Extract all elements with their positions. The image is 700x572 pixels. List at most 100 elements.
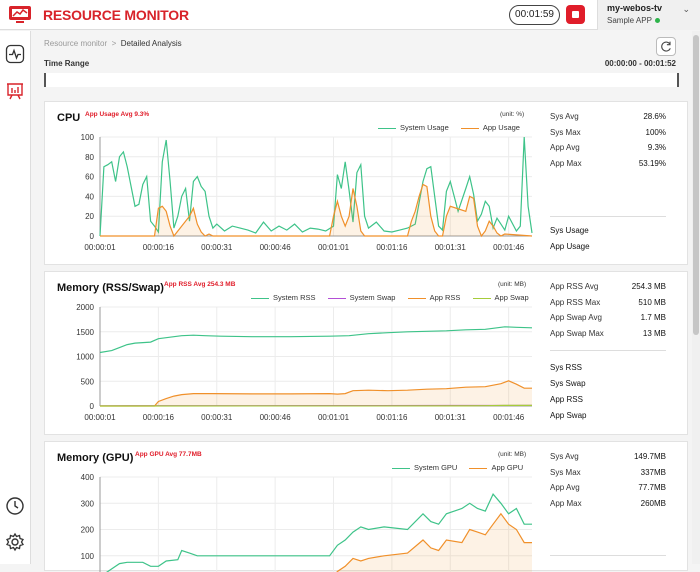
scrollbar-thumb[interactable] (693, 35, 699, 335)
series-toggle[interactable]: App Swap (550, 411, 586, 420)
time-range-value: 00:00:00 - 00:01:52 (605, 59, 676, 68)
top-bar: RESOURCE MONITOR 00:01:59 my-webos-tv Sa… (0, 0, 700, 30)
main-content: Resource monitor > Detailed Analysis Tim… (32, 31, 692, 564)
memory-rss-panel: Memory (RSS/Swap) App RSS Avg 254.3 MB (… (44, 271, 688, 435)
x-tick-label: 00:00:31 (201, 413, 233, 422)
legend-item[interactable]: System Swap (328, 293, 396, 302)
y-tick-label: 400 (81, 473, 95, 482)
legend-item[interactable]: App GPU (469, 463, 523, 472)
legend-item[interactable]: System GPU (392, 463, 457, 472)
x-tick-label: 00:01:31 (435, 243, 467, 252)
stat-key: Sys Max (550, 468, 581, 477)
y-tick-label: 1000 (76, 353, 94, 362)
unit-label: (unit: MB) (498, 451, 526, 458)
settings-gear-icon[interactable] (5, 532, 25, 552)
divider (550, 350, 666, 351)
x-tick-label: 00:00:01 (84, 413, 116, 422)
x-tick-label: 00:00:46 (260, 413, 292, 422)
stat-value: 28.6% (643, 112, 666, 121)
unit-label: (unit: MB) (498, 281, 526, 288)
stat-value: 260MB (641, 499, 666, 508)
stop-record-button[interactable] (566, 5, 585, 24)
x-tick-label: 00:01:46 (493, 413, 525, 422)
legend-label: System GPU (414, 463, 457, 472)
stat-value: 13 MB (643, 329, 666, 338)
presentation-chart-icon[interactable] (5, 81, 25, 101)
device-selector[interactable]: my-webos-tv Sample APP ⌄ (597, 0, 700, 30)
stat-value: 149.7MB (634, 452, 666, 461)
app-average-label: App Usage Avg 9.3% (85, 111, 149, 118)
divider (550, 555, 666, 556)
x-tick-label: 00:00:01 (84, 243, 116, 252)
series-toggle[interactable]: App RSS (550, 395, 583, 404)
stat-value: 77.7MB (638, 483, 666, 492)
stat-value: 53.19% (639, 159, 666, 168)
legend-item[interactable]: System RSS (251, 293, 316, 302)
series-toggle[interactable]: App Usage (550, 242, 590, 251)
legend-item[interactable]: System Usage (378, 123, 449, 132)
breadcrumb-separator: > (112, 39, 117, 48)
chevron-down-icon: ⌄ (682, 4, 690, 15)
y-tick-label: 20 (85, 212, 94, 221)
x-tick-label: 00:01:01 (318, 413, 350, 422)
x-tick-label: 00:00:16 (143, 243, 175, 252)
panel-title: Memory (RSS/Swap) (57, 282, 164, 294)
stat-row: App Swap Avg 1.7 MB (550, 313, 666, 329)
elapsed-timer: 00:01:59 (509, 5, 560, 25)
stat-key: App Swap Avg (550, 313, 602, 322)
app-name: Sample APP (607, 16, 652, 25)
y-tick-label: 1500 (76, 328, 94, 337)
stat-key: App Max (550, 159, 582, 168)
stat-key: App Avg (550, 143, 580, 152)
stat-key: App Swap Max (550, 329, 604, 338)
time-range-slider[interactable] (44, 73, 679, 87)
series-toggle[interactable]: Sys RSS (550, 363, 582, 372)
legend-item[interactable]: App Swap (473, 293, 529, 302)
stat-value: 9.3% (648, 143, 666, 152)
y-tick-label: 0 (90, 232, 95, 241)
legend-item[interactable]: App RSS (408, 293, 461, 302)
chart-legend: System GPU App GPU (382, 463, 523, 472)
online-status-dot (655, 18, 660, 23)
stat-value: 254.3 MB (632, 282, 666, 291)
monitor-logo-icon (8, 5, 32, 25)
x-tick-label: 00:01:31 (435, 413, 467, 422)
sidebar (0, 31, 31, 564)
breadcrumb-root[interactable]: Resource monitor (44, 39, 107, 48)
vertical-scrollbar[interactable] (692, 31, 700, 564)
legend-label: App RSS (430, 293, 461, 302)
history-clock-icon[interactable] (5, 496, 25, 516)
unit-label: (unit: %) (500, 111, 524, 118)
chart-legend: System Usage App Usage (368, 123, 520, 132)
stat-key: App RSS Max (550, 298, 600, 307)
stat-value: 1.7 MB (641, 313, 666, 322)
y-tick-label: 100 (81, 552, 95, 561)
stat-value: 337MB (641, 468, 666, 477)
app-average-label: App GPU Avg 77.7MB (135, 451, 202, 458)
stat-key: Sys Max (550, 128, 581, 137)
breadcrumb: Resource monitor > Detailed Analysis (44, 39, 182, 48)
y-tick-label: 60 (85, 173, 94, 182)
x-tick-label: 00:00:31 (201, 243, 233, 252)
x-tick-label: 00:00:46 (260, 243, 292, 252)
series-line (100, 327, 532, 353)
memory-gpu-panel: Memory (GPU) App GPU Avg 77.7MB (unit: M… (44, 441, 688, 571)
stat-value: 510 MB (638, 298, 666, 307)
legend-label: App Swap (495, 293, 529, 302)
series-toggle[interactable]: Sys Usage (550, 226, 589, 235)
y-tick-label: 40 (85, 192, 94, 201)
activity-icon[interactable] (5, 44, 25, 64)
stat-key: App Max (550, 499, 582, 508)
y-tick-label: 0 (90, 402, 95, 411)
series-toggle[interactable]: Sys Swap (550, 379, 586, 388)
stat-row: App RSS Max 510 MB (550, 298, 666, 314)
refresh-icon[interactable] (656, 37, 676, 56)
legend-item[interactable]: App Usage (461, 123, 520, 132)
x-tick-label: 00:01:16 (376, 413, 408, 422)
